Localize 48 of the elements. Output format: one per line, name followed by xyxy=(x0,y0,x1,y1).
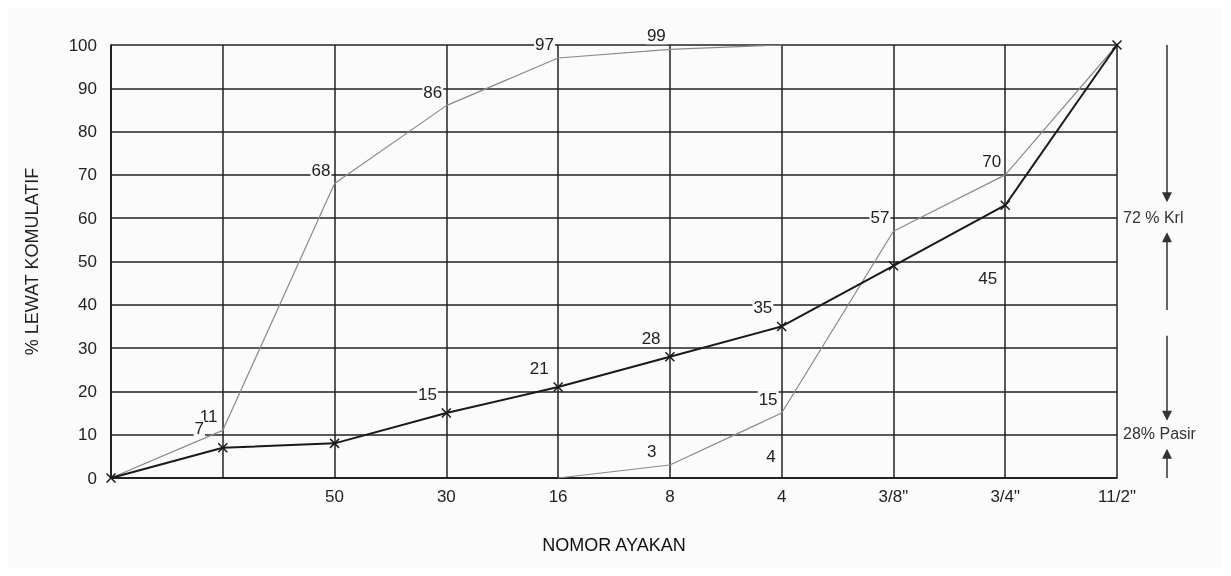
x-tick-label: 3/8" xyxy=(878,487,909,506)
point xyxy=(776,321,787,332)
text: 28% Pasir xyxy=(1123,425,1197,443)
x-tick-label: 11/2" xyxy=(1098,487,1136,506)
annotation: 4 xyxy=(766,447,776,467)
x-axis-title: NOMOR AYAKAN xyxy=(542,535,686,555)
point xyxy=(1111,39,1123,51)
x-tick-label: 50 xyxy=(325,487,345,506)
data-label: 57 xyxy=(870,208,890,228)
data-label: 7 xyxy=(194,419,204,439)
point xyxy=(441,407,452,419)
y-tick-label: 30 xyxy=(78,338,97,358)
y-tick-label: 40 xyxy=(78,295,97,315)
y-tick-label: 50 xyxy=(78,252,97,271)
text: 72 % Krl xyxy=(1123,208,1184,226)
data-label: 35 xyxy=(753,298,773,318)
y-tick-label: 60 xyxy=(78,208,97,228)
y-axis-title: % LEWAT KOMULATIF xyxy=(22,167,42,356)
point xyxy=(664,351,676,363)
x-tick-label: 30 xyxy=(436,487,456,506)
data-label: 86 xyxy=(423,82,443,102)
point xyxy=(329,438,340,449)
y-tick-label: 10 xyxy=(78,425,97,445)
x-tick-label: 16 xyxy=(548,487,568,506)
data-label: 97 xyxy=(535,34,555,54)
data-label: 21 xyxy=(529,358,549,378)
data-label: 15 xyxy=(758,390,778,410)
y-tick-label: 0 xyxy=(87,468,97,488)
data-label: 3 xyxy=(646,442,657,462)
y-tick-label: 90 xyxy=(78,78,97,98)
data-label: 15 xyxy=(418,384,438,404)
data-label: 70 xyxy=(982,151,1002,171)
y-tick-label: 70 xyxy=(78,165,97,185)
point xyxy=(888,260,899,272)
data-label: 68 xyxy=(311,160,331,180)
point xyxy=(999,199,1011,211)
data-label: 99 xyxy=(646,26,666,46)
point xyxy=(105,472,117,484)
x-tick-label: 4 xyxy=(776,487,787,506)
y-tick-label: 100 xyxy=(68,35,97,55)
y-tick-label: 20 xyxy=(78,381,97,401)
annotation: 45 xyxy=(978,269,998,289)
y-tick-label: 80 xyxy=(78,122,97,142)
data-label: 28 xyxy=(641,328,661,348)
point xyxy=(552,381,564,393)
point xyxy=(217,442,229,453)
x-tick-label: 8 xyxy=(665,487,675,506)
x-tick-label: 3/4" xyxy=(990,487,1021,506)
